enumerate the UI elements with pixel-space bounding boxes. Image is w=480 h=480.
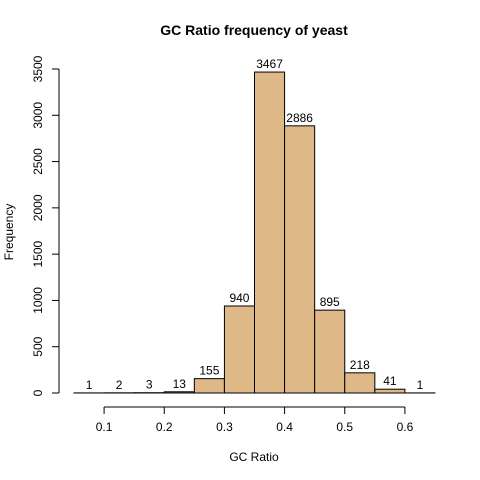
bar-value-label: 3 [146, 378, 153, 392]
bar-value-label: 895 [320, 295, 340, 309]
x-tick-label: 0.5 [336, 420, 353, 434]
x-axis-label: GC Ratio [229, 450, 279, 464]
bar-value-label: 1 [417, 378, 424, 392]
histogram-bar [314, 309, 346, 394]
chart-title: GC Ratio frequency of yeast [160, 22, 348, 38]
histogram-bar [374, 388, 406, 394]
y-tick-label: 0 [31, 389, 45, 396]
y-axis-label: Frequency [2, 204, 16, 261]
x-tick-label: 0.2 [156, 420, 173, 434]
bar-value-label: 940 [229, 291, 249, 305]
x-tick-label: 0.6 [397, 420, 414, 434]
x-axis: 0.1 0.2 0.3 0.4 0.5 0.6 [74, 392, 435, 434]
histogram-bar [344, 372, 376, 394]
histogram-bar [284, 125, 316, 394]
bar-value-label: 3467 [256, 57, 283, 71]
histogram-bar [254, 71, 286, 394]
bar-value-label: 2886 [286, 111, 313, 125]
y-tick-label: 2500 [31, 148, 45, 175]
data-labels: 1 2 3 13 155 940 3467 2886 895 218 41 1 [86, 57, 424, 392]
y-tick-label: 1000 [31, 287, 45, 314]
bar-value-label: 1 [86, 378, 93, 392]
y-tick-label: 3500 [31, 55, 45, 82]
histogram-bar [223, 305, 256, 394]
histogram-bar [193, 378, 225, 394]
bar-value-label: 13 [173, 377, 187, 391]
bar-value-label: 41 [383, 374, 397, 388]
x-tick-label: 0.3 [216, 420, 233, 434]
y-tick-label: 2000 [31, 194, 45, 221]
x-tick-label: 0.1 [96, 420, 113, 434]
x-tick-label: 0.4 [276, 420, 293, 434]
bars-group [73, 71, 436, 394]
y-tick-label: 1500 [31, 240, 45, 267]
y-tick-label: 3000 [31, 102, 45, 129]
y-axis: 0 500 1000 1500 2000 2500 3000 3500 [31, 55, 60, 396]
bar-value-label: 2 [116, 378, 123, 392]
y-tick-label: 500 [31, 336, 45, 356]
bar-value-label: 218 [350, 358, 370, 372]
bar-value-label: 155 [199, 364, 219, 378]
